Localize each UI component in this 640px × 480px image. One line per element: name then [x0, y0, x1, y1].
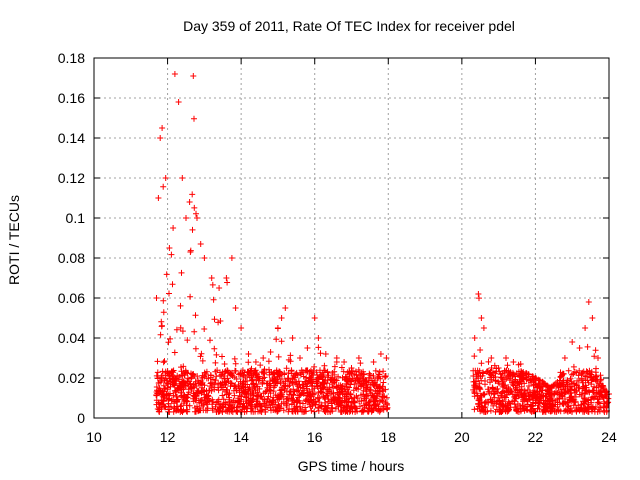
x-tick-label: 20 — [454, 429, 470, 445]
y-tick-label: 0.12 — [58, 170, 85, 186]
y-tick-label: 0.08 — [58, 250, 85, 266]
x-tick-label: 12 — [160, 429, 176, 445]
y-tick-label: 0 — [77, 410, 85, 426]
axis-ticks — [93, 57, 610, 419]
x-tick-label: 10 — [86, 429, 102, 445]
y-tick-label: 0.04 — [58, 330, 85, 346]
y-tick-labels: 0 0.02 0.04 0.06 0.08 0.1 0.12 0.14 0.16… — [58, 50, 85, 426]
y-axis-label: ROTI / TECUs — [6, 195, 22, 285]
chart-title: Day 359 of 2011, Rate Of TEC Index for r… — [183, 18, 515, 34]
y-tick-label: 0.06 — [58, 290, 85, 306]
x-tick-label: 16 — [307, 429, 323, 445]
x-tick-label: 22 — [528, 429, 544, 445]
x-tick-label: 18 — [380, 429, 396, 445]
y-tick-label: 0.18 — [58, 50, 85, 66]
y-tick-label: 0.16 — [58, 90, 85, 106]
x-tick-label: 14 — [233, 429, 249, 445]
y-tick-label: 0.14 — [58, 130, 85, 146]
data-points — [153, 71, 612, 415]
y-tick-label: 0.1 — [66, 210, 86, 226]
grid-lines — [94, 58, 609, 418]
plot-frame — [93, 57, 610, 419]
x-tick-label: 24 — [601, 429, 617, 445]
x-axis-label: GPS time / hours — [298, 458, 405, 474]
roti-point-series — [153, 71, 612, 415]
y-tick-label: 0.02 — [58, 370, 85, 386]
x-tick-labels: 10 12 14 16 18 20 22 24 — [86, 429, 617, 445]
